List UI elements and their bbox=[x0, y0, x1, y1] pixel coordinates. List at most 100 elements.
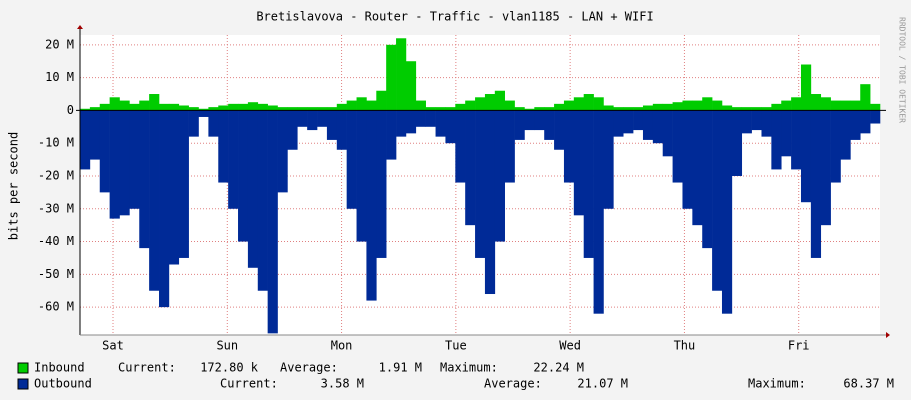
legend-stat-label: Current: bbox=[118, 361, 176, 375]
area-column bbox=[346, 110, 357, 209]
area-column bbox=[109, 97, 120, 111]
area-column bbox=[840, 100, 851, 111]
area-column bbox=[247, 110, 259, 268]
area-column bbox=[721, 110, 733, 314]
area-column bbox=[504, 100, 515, 111]
area-column bbox=[356, 110, 367, 242]
area-column bbox=[178, 110, 189, 258]
area-column bbox=[376, 110, 387, 258]
area-column bbox=[870, 110, 881, 124]
area-column bbox=[484, 94, 496, 111]
area-column bbox=[228, 110, 239, 209]
area-column bbox=[682, 100, 693, 111]
area-column bbox=[257, 110, 268, 291]
area-column bbox=[524, 108, 535, 111]
area-column bbox=[386, 110, 397, 160]
area-column bbox=[741, 110, 752, 134]
area-column bbox=[573, 97, 585, 111]
y-tick-label: -10 M bbox=[38, 136, 74, 150]
area-column bbox=[692, 100, 703, 111]
area-column bbox=[159, 103, 170, 111]
area-column bbox=[89, 110, 101, 160]
area-column bbox=[810, 110, 822, 258]
watermark: RRDTOOL / TOBI OETIKER bbox=[898, 17, 907, 123]
area-column bbox=[435, 107, 446, 111]
area-column bbox=[307, 107, 318, 111]
area-column bbox=[455, 103, 466, 111]
area-column bbox=[435, 110, 446, 137]
area-column bbox=[149, 110, 160, 291]
area-column bbox=[326, 110, 338, 140]
y-tick-label: 10 M bbox=[45, 70, 74, 84]
area-column bbox=[563, 110, 575, 183]
area-column bbox=[149, 94, 160, 111]
area-column bbox=[465, 110, 476, 226]
area-column bbox=[563, 100, 575, 111]
x-tick-label: Fri bbox=[788, 339, 810, 353]
area-column bbox=[751, 110, 762, 131]
area-column bbox=[376, 90, 387, 111]
legend-stat-value: 22.24 M bbox=[533, 361, 584, 375]
legend-stat-value: 1.91 M bbox=[379, 361, 422, 375]
legend-label: Outbound bbox=[34, 377, 92, 391]
area-column bbox=[820, 97, 831, 111]
area-column bbox=[188, 107, 199, 111]
axis-arrow bbox=[77, 25, 83, 29]
area-column bbox=[554, 110, 565, 150]
area-column bbox=[741, 107, 752, 111]
area-column bbox=[336, 110, 347, 150]
axis-arrow bbox=[886, 332, 890, 338]
area-column bbox=[800, 110, 812, 203]
area-column bbox=[257, 103, 268, 111]
area-column bbox=[129, 103, 140, 111]
area-column bbox=[761, 110, 772, 137]
area-column bbox=[544, 110, 555, 140]
area-column bbox=[791, 97, 802, 111]
area-column bbox=[425, 107, 436, 111]
x-tick-label: Wed bbox=[559, 339, 581, 353]
area-column bbox=[228, 103, 239, 111]
area-column bbox=[198, 108, 209, 111]
area-column bbox=[129, 110, 140, 209]
area-column bbox=[287, 107, 298, 111]
area-column bbox=[514, 110, 525, 140]
area-column bbox=[603, 110, 614, 209]
area-column bbox=[534, 107, 545, 111]
area-column bbox=[544, 107, 555, 111]
area-column bbox=[287, 110, 298, 150]
legend-stat-value: 172.80 k bbox=[200, 361, 259, 375]
area-column bbox=[386, 44, 397, 111]
area-column bbox=[702, 97, 713, 111]
area-column bbox=[573, 110, 585, 216]
area-column bbox=[860, 110, 871, 134]
area-column bbox=[583, 94, 594, 111]
area-column bbox=[188, 110, 199, 137]
area-column bbox=[712, 110, 723, 291]
area-column bbox=[297, 110, 308, 127]
area-column bbox=[781, 110, 792, 157]
y-tick-label: -30 M bbox=[38, 201, 74, 215]
area-column bbox=[494, 90, 505, 111]
area-column bbox=[238, 110, 249, 242]
area-column bbox=[218, 105, 229, 111]
area-column bbox=[475, 110, 486, 258]
area-column bbox=[307, 110, 318, 131]
legend-stat-label: Average: bbox=[484, 377, 542, 391]
area-column bbox=[554, 103, 565, 111]
area-column bbox=[534, 110, 545, 131]
legend-stat-value: 21.07 M bbox=[577, 377, 628, 391]
area-column bbox=[721, 105, 733, 111]
y-tick-label: -50 M bbox=[38, 267, 74, 281]
area-column bbox=[623, 110, 634, 134]
legend-stat-label: Average: bbox=[280, 361, 338, 375]
axes bbox=[76, 25, 890, 338]
area-column bbox=[850, 100, 861, 111]
area-column bbox=[119, 110, 130, 216]
area-column bbox=[336, 103, 347, 111]
legend-stat-label: Current: bbox=[220, 377, 278, 391]
y-tick-label: -60 M bbox=[38, 300, 74, 314]
area-column bbox=[603, 105, 614, 111]
area-column bbox=[198, 110, 209, 117]
area-column bbox=[267, 105, 278, 111]
